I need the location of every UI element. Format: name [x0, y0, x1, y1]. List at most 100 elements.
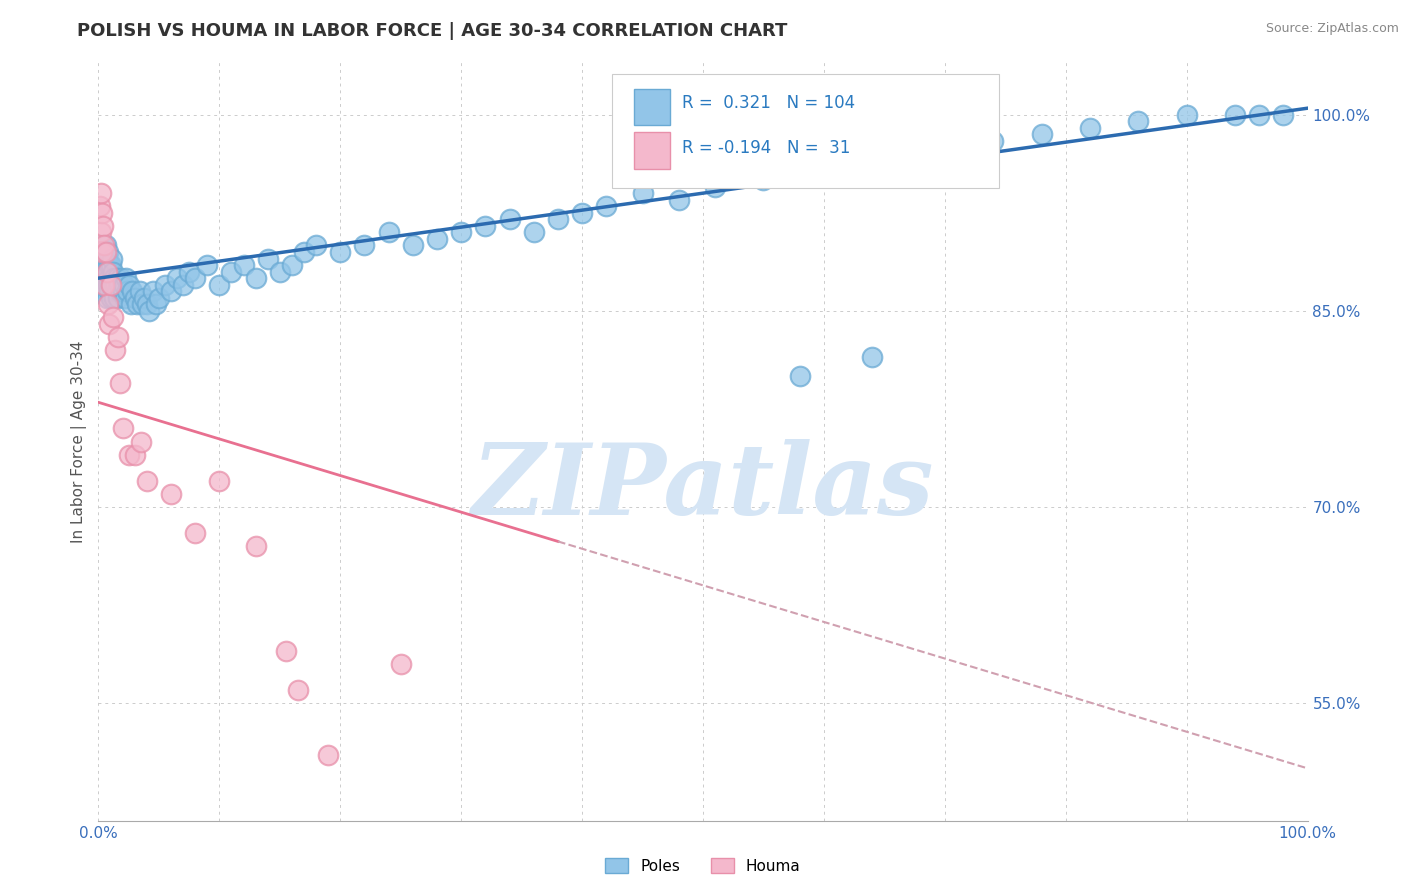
Point — [117, 284, 139, 298]
Point — [523, 226, 546, 240]
Point — [256, 252, 278, 266]
Point — [124, 448, 146, 462]
Text: POLISH VS HOUMA IN LABOR FORCE | AGE 30-34 CORRELATION CHART: POLISH VS HOUMA IN LABOR FORCE | AGE 30-… — [77, 22, 787, 40]
Point — [274, 643, 297, 657]
Point — [292, 244, 315, 259]
Point — [547, 212, 569, 227]
Point — [96, 258, 118, 272]
Point — [93, 238, 115, 252]
Point — [131, 297, 153, 311]
Point — [96, 271, 118, 285]
Point — [91, 244, 114, 259]
Point — [208, 277, 231, 292]
Point — [148, 291, 170, 305]
Point — [101, 310, 124, 325]
Point — [93, 244, 115, 259]
Point — [160, 284, 183, 298]
Point — [93, 277, 115, 292]
Point — [98, 258, 121, 272]
Point — [281, 258, 304, 272]
Point — [837, 153, 859, 168]
Point — [105, 284, 128, 298]
FancyBboxPatch shape — [613, 74, 1000, 187]
Point — [118, 277, 141, 292]
Point — [111, 421, 134, 435]
Point — [184, 271, 207, 285]
Point — [90, 271, 112, 285]
Point — [886, 147, 908, 161]
Point — [135, 474, 157, 488]
Point — [474, 219, 496, 233]
Point — [153, 277, 176, 292]
Point — [112, 277, 135, 292]
Point — [232, 258, 254, 272]
Point — [94, 238, 117, 252]
Point — [195, 258, 218, 272]
Point — [100, 252, 122, 266]
Point — [114, 291, 136, 305]
FancyBboxPatch shape — [634, 89, 671, 126]
Point — [94, 284, 117, 298]
Point — [108, 376, 131, 390]
Point — [93, 277, 115, 292]
Point — [245, 539, 267, 553]
Legend: Poles, Houma: Poles, Houma — [599, 852, 807, 880]
Point — [115, 271, 138, 285]
Point — [789, 369, 811, 384]
Point — [120, 297, 142, 311]
Point — [450, 226, 472, 240]
Point — [98, 284, 121, 298]
Point — [934, 140, 956, 154]
Point — [860, 350, 883, 364]
Point — [89, 264, 111, 278]
Point — [426, 232, 449, 246]
Point — [108, 284, 131, 298]
Point — [101, 277, 124, 292]
Point — [184, 526, 207, 541]
Point — [100, 271, 122, 285]
Point — [1031, 128, 1053, 142]
Point — [124, 291, 146, 305]
Point — [91, 271, 114, 285]
Point — [142, 284, 165, 298]
Point — [287, 682, 309, 697]
Point — [97, 277, 120, 292]
Point — [103, 271, 125, 285]
Point — [571, 206, 593, 220]
Point — [134, 291, 156, 305]
Text: ZIPatlas: ZIPatlas — [472, 439, 934, 535]
Point — [981, 134, 1004, 148]
Point — [91, 219, 114, 233]
Point — [118, 448, 141, 462]
Point — [97, 297, 120, 311]
Point — [96, 264, 118, 278]
Point — [474, 853, 496, 867]
Point — [105, 271, 128, 285]
Point — [145, 297, 167, 311]
Point — [94, 244, 117, 259]
Point — [1272, 108, 1295, 122]
Point — [104, 277, 127, 292]
Point — [498, 212, 520, 227]
Point — [128, 284, 150, 298]
Point — [90, 226, 112, 240]
Point — [127, 297, 149, 311]
Point — [107, 330, 129, 344]
Point — [245, 271, 267, 285]
Point — [101, 264, 124, 278]
Point — [91, 206, 114, 220]
Point — [100, 291, 122, 305]
Point — [89, 199, 111, 213]
Point — [752, 173, 775, 187]
Point — [668, 193, 690, 207]
Point — [98, 271, 121, 285]
Point — [389, 657, 412, 671]
Point — [269, 264, 291, 278]
Point — [138, 303, 160, 318]
Point — [789, 160, 811, 174]
Point — [353, 238, 375, 252]
Y-axis label: In Labor Force | Age 30-34: In Labor Force | Age 30-34 — [72, 340, 87, 543]
Point — [329, 244, 352, 259]
Point — [305, 238, 328, 252]
Point — [100, 277, 122, 292]
